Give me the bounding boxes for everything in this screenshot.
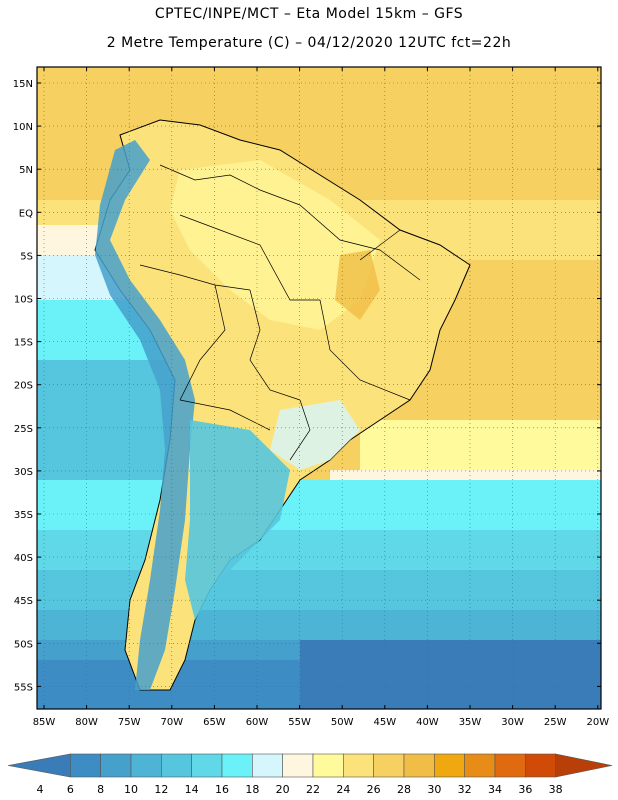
colorbar-swatch	[221, 753, 253, 778]
longitude-label: 55W	[288, 717, 311, 728]
colorbar-swatch	[373, 753, 405, 778]
longitude-label: 30W	[501, 717, 524, 728]
latitude-label: 5N	[19, 165, 33, 176]
latitude-label: 45S	[14, 596, 33, 607]
colorbar-swatch	[161, 753, 192, 778]
color-legend: 4 6 8 10 12 14 16 18 20 22 24 26 28 30 32 34 36 38	[7, 753, 613, 796]
colorbar-label: 20	[276, 783, 290, 796]
longitude-label: 50W	[331, 717, 354, 728]
colorbar-label: 22	[306, 783, 320, 796]
colorbar-swatch	[464, 753, 496, 778]
colorbar-label: 16	[215, 783, 229, 796]
colorbar-label: 28	[397, 783, 411, 796]
longitude-label: 35W	[459, 717, 482, 728]
latitude-label: 5S	[20, 251, 33, 262]
latitude-label: 30S	[14, 467, 33, 478]
colorbar-label: 8	[97, 783, 104, 796]
colorbar-label: 14	[185, 783, 199, 796]
colorbar-label: 24	[336, 783, 350, 796]
colorbar-label: 38	[549, 783, 563, 796]
longitude-labels: 85W 80W 75W 70W 65W 60W 55W 50W 45W 40W 35W 30W 25W 2…	[33, 717, 610, 728]
longitude-label: 80W	[75, 717, 98, 728]
colorbar-swatch	[130, 753, 162, 778]
colorbar-label: 12	[154, 783, 168, 796]
latitude-label: 10S	[14, 295, 33, 306]
longitude-label: 75W	[118, 717, 141, 728]
colorbar-label: 30	[427, 783, 441, 796]
longitude-label: 65W	[203, 717, 226, 728]
map-title-line-2: 2 Metre Temperature (C) – 04/12/2020 12U…	[106, 35, 512, 51]
latitude-label: EQ	[19, 208, 33, 219]
latitude-label: 25S	[14, 424, 33, 435]
colorbar-label: 10	[124, 783, 138, 796]
axis-ticks	[37, 67, 601, 709]
country-borders	[139, 164, 421, 461]
colorbar-swatch	[191, 753, 223, 778]
colorbar-label: 26	[367, 783, 381, 796]
latitude-label: 20S	[14, 381, 33, 392]
longitude-label: 45W	[373, 717, 396, 728]
colorbar-swatch	[525, 753, 556, 778]
colorbar-swatch	[403, 753, 435, 778]
colorbar-swatch	[70, 753, 101, 778]
latitude-label: 10N	[13, 122, 33, 133]
latitude-labels: 15N 10N 5N EQ 5S 10S 15S 20S 25S 30S 35S 40S 45S 50S 5…	[13, 79, 33, 693]
latitude-label: 55S	[14, 682, 33, 693]
colorbar-swatch	[282, 753, 314, 778]
colorbar-swatch	[434, 753, 465, 778]
map-title-line-1: CPTEC/INPE/MCT – Eta Model 15km – GFS	[154, 6, 464, 22]
latitude-label: 15S	[14, 338, 33, 349]
patagonia-cool-zone	[185, 420, 290, 620]
colorbar-label: 4	[37, 783, 44, 796]
colorbar-swatch	[555, 753, 613, 778]
southeast-cool-zone	[270, 400, 360, 470]
colorbar-label: 32	[458, 783, 472, 796]
colorbar-swatch	[494, 753, 526, 778]
latitude-label: 15N	[13, 79, 33, 90]
colorbar-label: 6	[67, 783, 74, 796]
colorbar-swatch	[312, 753, 344, 778]
longitude-label: 70W	[160, 717, 183, 728]
longitude-label: 85W	[33, 717, 56, 728]
colorbar-swatch	[252, 753, 283, 778]
latitude-label: 50S	[14, 639, 33, 650]
latitude-label: 35S	[14, 510, 33, 521]
longitude-label: 25W	[544, 717, 567, 728]
colorbar-swatch	[7, 753, 71, 778]
longitude-label: 20W	[586, 717, 609, 728]
longitude-label: 60W	[246, 717, 269, 728]
andes-cold-ridge	[95, 140, 195, 690]
latitude-label: 40S	[14, 553, 33, 564]
map-field	[37, 67, 601, 709]
colorbar-label: 18	[245, 783, 259, 796]
amazon-warm-zone	[170, 160, 380, 330]
longitude-label: 40W	[416, 717, 439, 728]
colorbar-swatch	[100, 753, 132, 778]
colorbar-label: 34	[488, 783, 502, 796]
colorbar-label: 36	[518, 783, 532, 796]
map-frame	[36, 66, 602, 710]
central-hot-zone	[335, 250, 380, 320]
colorbar-swatch	[343, 753, 374, 778]
